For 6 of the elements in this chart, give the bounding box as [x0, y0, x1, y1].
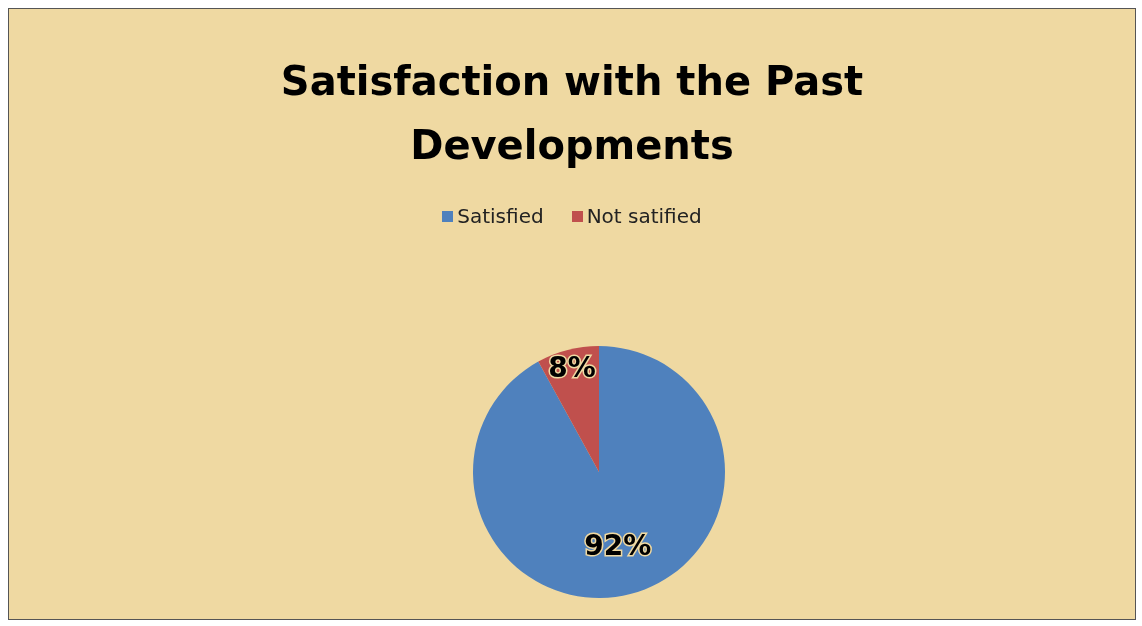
legend-label: Satisfied	[456, 204, 544, 228]
chart-title: Satisfaction with the Past Developments	[279, 57, 865, 170]
pie-slice	[473, 346, 725, 598]
data-label: 92%	[584, 528, 652, 562]
legend-label: Not satified	[585, 204, 702, 228]
data-label: 8%	[548, 350, 596, 384]
